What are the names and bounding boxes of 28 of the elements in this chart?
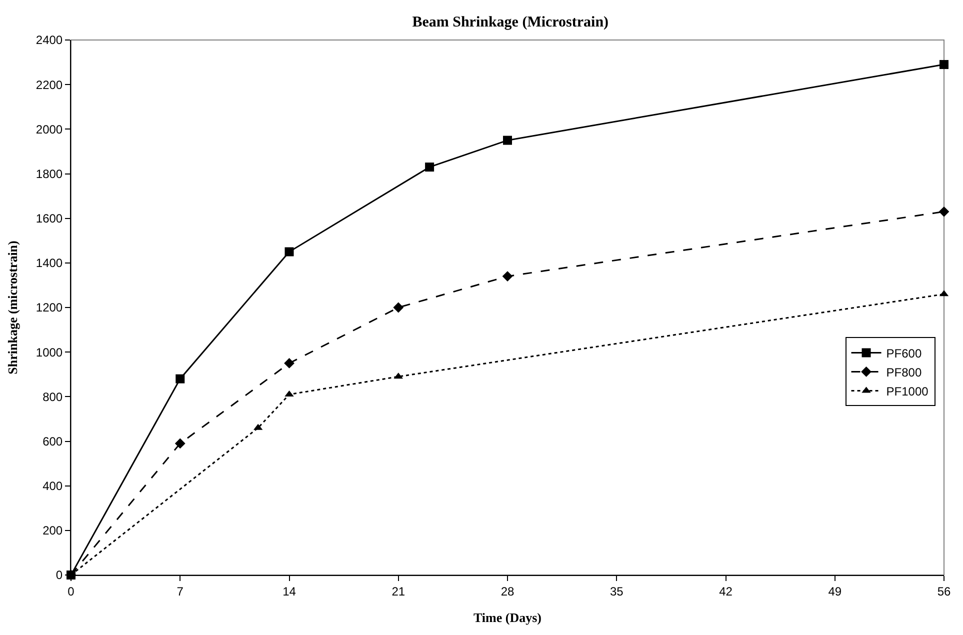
y-tick-label: 1000 xyxy=(36,345,63,360)
y-tick-label: 2400 xyxy=(36,33,63,48)
y-tick-label: 1200 xyxy=(36,300,63,315)
x-tick-label: 0 xyxy=(68,584,75,598)
y-tick-label: 600 xyxy=(42,434,63,448)
x-tick-label: 21 xyxy=(392,584,406,598)
y-tick-label: 1800 xyxy=(36,166,63,181)
x-tick-label: 28 xyxy=(500,584,514,598)
x-tick-label: 49 xyxy=(828,584,842,598)
x-tick-label: 56 xyxy=(937,584,951,598)
y-tick-label: 200 xyxy=(42,524,63,538)
x-tick-label: 7 xyxy=(176,584,184,598)
y-tick-label: 400 xyxy=(42,479,63,494)
y-tick-label: 1600 xyxy=(36,212,63,226)
x-tick-label: 42 xyxy=(719,584,733,598)
y-tick-label: 0 xyxy=(56,568,63,582)
legend-label: PF600 xyxy=(886,346,922,360)
y-tick-label: 2000 xyxy=(36,122,63,136)
y-axis-title: Shrinkage (microstrain) xyxy=(4,240,20,374)
y-tick-label: 1400 xyxy=(36,256,63,270)
legend-label: PF1000 xyxy=(886,384,929,398)
x-tick-label: 14 xyxy=(282,584,296,598)
y-tick-label: 800 xyxy=(42,390,63,404)
chart-title: Beam Shrinkage (Microstrain) xyxy=(412,14,609,30)
legend-label: PF800 xyxy=(886,365,922,380)
y-tick-label: 2200 xyxy=(36,78,63,92)
x-axis-title: Time (Days) xyxy=(473,610,542,625)
x-tick-label: 35 xyxy=(610,584,624,598)
